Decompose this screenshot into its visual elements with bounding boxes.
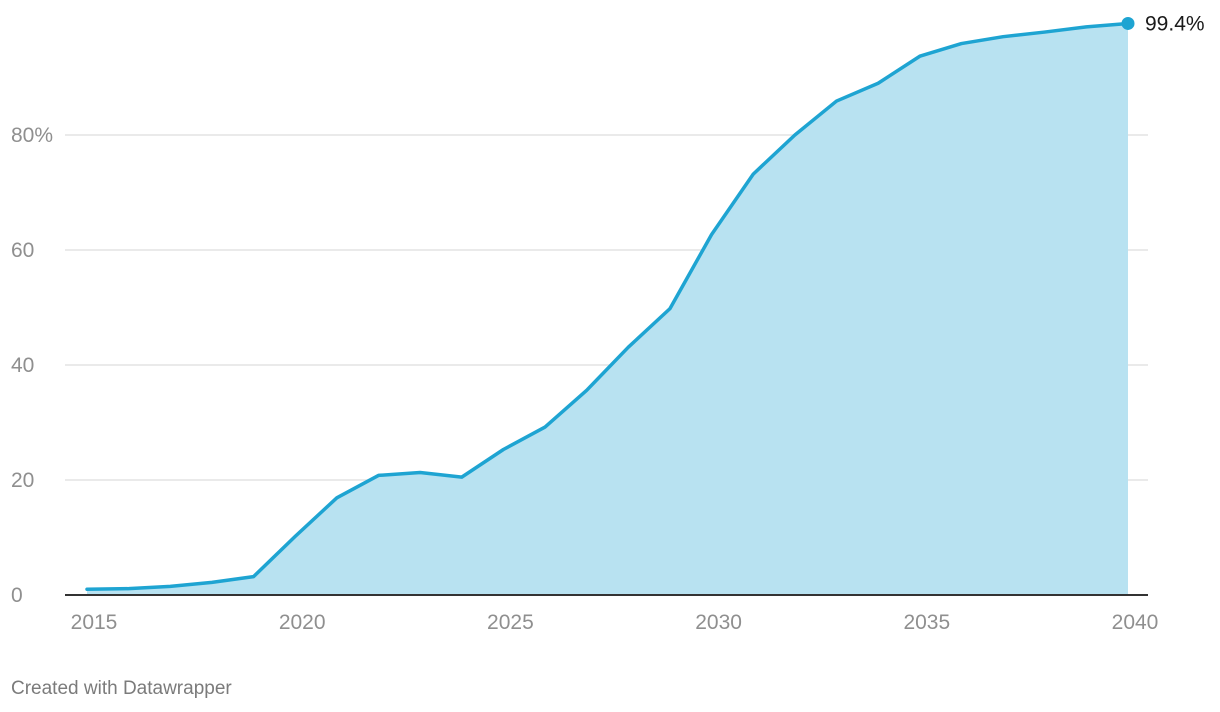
x-tick-label: 2015	[71, 611, 118, 634]
x-axis-tick-labels: 2015 2020 2025 2030 2035 2040	[71, 611, 1159, 634]
series-line	[85, 21, 1130, 591]
series-line-layer	[85, 21, 1130, 591]
y-axis-tick-labels: 0 20 40 60 80%	[11, 124, 53, 607]
y-tick-label: 20	[11, 469, 34, 492]
y-tick-label: 40	[11, 354, 34, 377]
end-point-marker[interactable]	[1121, 16, 1135, 30]
end-value-label: 99.4%	[1145, 12, 1205, 35]
credit-text[interactable]: Created with Datawrapper	[11, 678, 232, 699]
x-tick-label: 2035	[903, 611, 950, 634]
x-tick-label: 2020	[279, 611, 326, 634]
end-marker-layer: 99.4%	[1121, 12, 1205, 35]
x-tick-label: 2040	[1112, 611, 1159, 634]
area-fill-layer	[87, 23, 1128, 595]
x-tick-label: 2025	[487, 611, 534, 634]
y-tick-label: 80%	[11, 124, 53, 147]
y-tick-label: 0	[11, 584, 23, 607]
x-tick-label: 2030	[695, 611, 742, 634]
area-fill	[87, 23, 1128, 595]
y-tick-label: 60	[11, 239, 34, 262]
